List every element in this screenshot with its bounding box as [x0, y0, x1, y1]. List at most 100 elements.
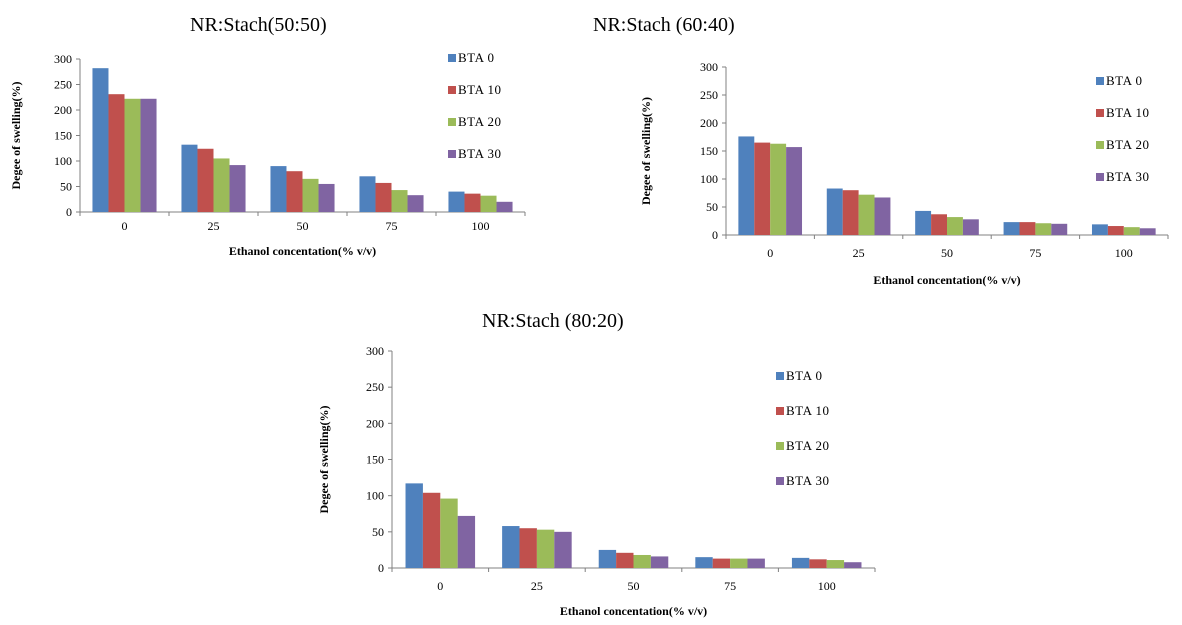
- y-tick-label: 300: [366, 344, 384, 358]
- legend-label: BTA 20: [786, 438, 830, 453]
- legend-label: BTA 0: [786, 368, 823, 383]
- x-tick-label: 100: [1115, 246, 1133, 260]
- bar-bta-20-cat-75: [1035, 223, 1052, 235]
- legend-swatch: [776, 407, 784, 415]
- legend-label: BTA 20: [458, 114, 502, 129]
- x-axis-label: Ethanol concentation(% v/v): [873, 273, 1020, 287]
- y-tick-label: 100: [54, 154, 72, 168]
- bar-bta-20-cat-0: [440, 498, 458, 568]
- bar-bta-0-cat-100: [448, 191, 465, 212]
- y-tick-label: 50: [60, 180, 72, 194]
- legend-label: BTA 30: [1106, 169, 1150, 184]
- bar-bta-20-cat-100: [480, 195, 497, 212]
- bar-bta-10-cat-75: [375, 182, 392, 212]
- bar-bta-20-cat-25: [536, 529, 555, 568]
- y-tick-label: 200: [366, 416, 384, 430]
- bar-bta-10-cat-50: [931, 214, 947, 235]
- x-tick-label: 25: [853, 246, 865, 260]
- bar-bta-10-cat-0: [754, 142, 771, 235]
- bar-bta-20-cat-75: [730, 558, 748, 568]
- x-tick-label: 75: [1029, 246, 1041, 260]
- x-axis-label: Ethanol concentation(% v/v): [229, 244, 376, 258]
- x-tick-label: 0: [437, 579, 443, 593]
- legend-label: BTA 0: [458, 50, 495, 65]
- bar-bta-0-cat-25: [502, 526, 520, 568]
- chart-1-title: NR:Stach(50:50): [190, 14, 327, 36]
- y-tick-label: 0: [66, 205, 72, 219]
- y-tick-label: 200: [54, 103, 72, 117]
- y-tick-label: 150: [700, 144, 718, 158]
- bar-bta-30-cat-0: [140, 98, 157, 212]
- legend-swatch: [1096, 109, 1104, 117]
- y-tick-label: 200: [700, 116, 718, 130]
- bar-bta-30-cat-50: [318, 183, 335, 212]
- bar-bta-20-cat-25: [213, 158, 230, 212]
- y-tick-label: 150: [54, 129, 72, 143]
- legend-label: BTA 20: [1106, 137, 1150, 152]
- y-tick-label: 50: [706, 200, 718, 214]
- y-tick-label: 300: [54, 52, 72, 66]
- x-tick-label: 0: [767, 246, 773, 260]
- y-tick-label: 150: [366, 453, 384, 467]
- chart-nr-stach-50-50: 0 50 100 150 200 250 300 0 25 50 75 100 Degee of swe…: [9, 50, 526, 258]
- x-tick-label: 100: [472, 219, 490, 233]
- bar-bta-10-cat-25: [842, 190, 859, 235]
- bar-bta-10-cat-50: [286, 171, 303, 212]
- bar-bta-0-cat-100: [1091, 224, 1108, 235]
- bar-bta-30-cat-25: [229, 165, 246, 212]
- legend-swatch: [776, 372, 784, 380]
- bar-bta-20-cat-0: [770, 143, 787, 235]
- legend-label: BTA 10: [786, 403, 830, 418]
- legend-swatch: [448, 54, 456, 62]
- chart-nr-stach-60-40: 0 50 100 150 200 250 300 0 25 50 75 100 Degee of swe…: [639, 60, 1169, 287]
- bar-bta-20-cat-100: [1123, 227, 1140, 235]
- bar-bta-20-cat-100: [826, 560, 845, 568]
- bar-bta-10-cat-0: [422, 492, 441, 568]
- y-axis-label: Degee of swelling(%): [639, 97, 653, 205]
- bar-bta-30-cat-75: [747, 558, 765, 568]
- legend-swatch: [1096, 77, 1104, 85]
- y-tick-label: 0: [712, 228, 718, 242]
- bar-bta-0-cat-0: [92, 68, 109, 213]
- legend-swatch: [448, 150, 456, 158]
- bar-bta-20-cat-50: [947, 217, 963, 235]
- y-tick-label: 100: [700, 172, 718, 186]
- bar-bta-0-cat-25: [826, 188, 843, 235]
- legend-label: BTA 0: [1106, 73, 1143, 88]
- bar-bta-30-cat-0: [786, 147, 803, 235]
- chart-nr-stach-80-20: 0 50 100 150 200 250 300 0 25 50 75 100 Degee of swe…: [317, 344, 876, 618]
- bar-bta-0-cat-75: [359, 176, 376, 212]
- bar-bta-0-cat-75: [1003, 222, 1020, 235]
- y-tick-label: 0: [378, 561, 384, 575]
- y-axis-label: Degee of swelling(%): [317, 406, 331, 514]
- bar-bta-20-cat-25: [858, 194, 875, 235]
- chart-2-title: NR:Stach (60:40): [593, 14, 735, 36]
- legend-swatch: [448, 86, 456, 94]
- bar-bta-20-cat-50: [633, 554, 651, 568]
- bar-bta-30-cat-100: [496, 201, 513, 212]
- bar-bta-20-cat-0: [124, 98, 141, 212]
- y-tick-label: 100: [366, 489, 384, 503]
- legend-label: BTA 30: [786, 473, 830, 488]
- bar-bta-10-cat-25: [519, 528, 537, 568]
- legend-label: BTA 30: [458, 146, 502, 161]
- x-tick-label: 75: [386, 219, 398, 233]
- legend-swatch: [1096, 141, 1104, 149]
- bar-bta-30-cat-0: [457, 515, 476, 568]
- bar-bta-10-cat-75: [1019, 222, 1036, 235]
- chart-3-title: NR:Stach (80:20): [482, 310, 624, 332]
- y-tick-label: 250: [54, 78, 72, 92]
- bar-bta-30-cat-25: [874, 197, 891, 235]
- x-axis-label: Ethanol concentation(% v/v): [560, 604, 707, 618]
- bar-bta-10-cat-100: [809, 559, 827, 568]
- legend-label: BTA 10: [458, 82, 502, 97]
- legend-swatch: [1096, 173, 1104, 181]
- legend-swatch: [776, 477, 784, 485]
- bar-bta-0-cat-50: [915, 210, 932, 235]
- y-tick-label: 250: [700, 88, 718, 102]
- bar-bta-0-cat-100: [791, 557, 810, 568]
- y-tick-label: 300: [700, 60, 718, 74]
- bar-bta-0-cat-50: [598, 549, 617, 568]
- bar-bta-0-cat-50: [270, 166, 287, 212]
- y-tick-label: 250: [366, 380, 384, 394]
